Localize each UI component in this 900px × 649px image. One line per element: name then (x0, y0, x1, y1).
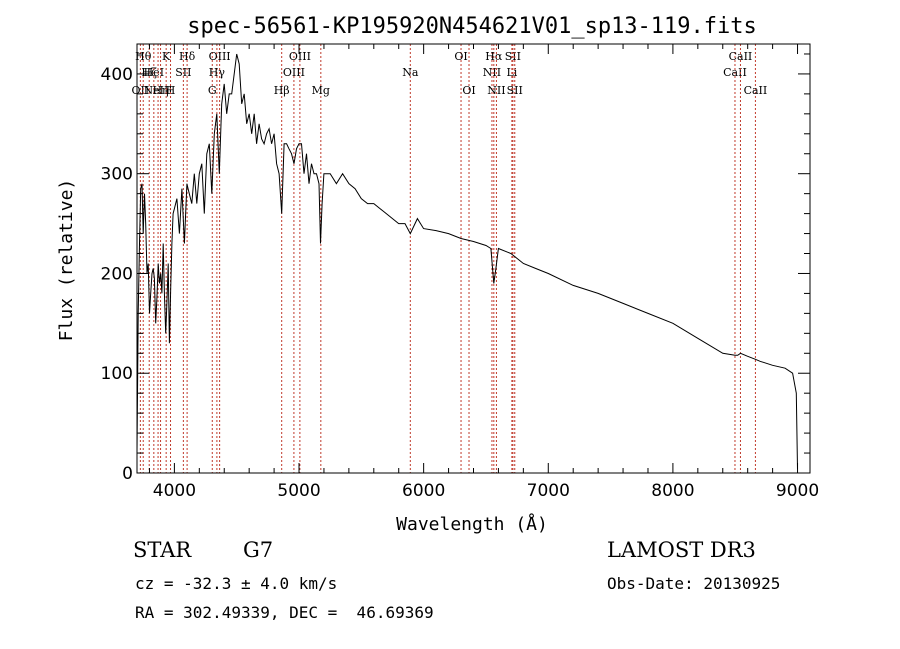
line-label-4: NeIII (143, 84, 172, 97)
line-label-6: K (162, 50, 171, 63)
line-label-24: SII (505, 50, 521, 63)
spectrum-series (136, 53, 798, 470)
plot-frame (136, 43, 811, 474)
line-label-0: OII (132, 84, 150, 97)
line-label-13: Hβ (274, 84, 290, 97)
line-label-8: SII (175, 66, 191, 79)
x-tick-label-5: 9000 (776, 481, 819, 501)
x-tick-label-0: 4000 (153, 481, 196, 501)
line-label-20: NII (483, 66, 501, 79)
line-label-9: Hδ (179, 50, 196, 63)
y-tick-label-0: 0 (122, 464, 133, 484)
object-subclass: G7 (243, 538, 274, 562)
object-class: STAR (133, 538, 192, 562)
line-label-12: OIII (209, 50, 231, 63)
line-label-10: G (208, 84, 217, 97)
line-label-19: OI (462, 84, 475, 97)
series-line-0 (136, 53, 798, 470)
y-tick-label-3: 300 (101, 165, 133, 185)
line-label-22: NII (487, 84, 505, 97)
x-axis-label: Wavelength (Å) (396, 513, 548, 535)
line-label-11: Hγ (209, 66, 226, 79)
line-label-5: Hη (152, 84, 168, 97)
line-label-23: Li (506, 66, 517, 79)
line-label-21: Hα (485, 50, 503, 63)
x-tick-label-4: 8000 (651, 481, 694, 501)
line-label-28: CaII (744, 84, 768, 97)
y-axis-label: Flux (relative) (56, 179, 77, 342)
y-tick-label-2: 200 (101, 264, 133, 284)
line-label-25: SII (507, 84, 523, 97)
line-label-15: OIII (289, 50, 311, 63)
y-tick-label-4: 400 (101, 65, 133, 85)
line-label-14: OIII (283, 66, 305, 79)
line-label-17: Na (402, 66, 419, 79)
line-label-3: HeI (144, 66, 164, 79)
line-label-27: CaII (729, 50, 753, 63)
chart-axes: 4000 5000 6000 7000 8000 9000 0 100 200 300 400 (101, 43, 819, 501)
line-label-2: Hζ (141, 66, 157, 79)
line-label-16: Mg (312, 84, 330, 97)
x-tick-label-3: 7000 (527, 481, 570, 501)
spectrum-chart: spec-56561-KP195920N454621V01_sp13-119.f… (56, 14, 819, 535)
survey-name: LAMOST DR3 (607, 538, 756, 562)
chart-title: spec-56561-KP195920N454621V01_sp13-119.f… (187, 14, 757, 39)
x-tick-label-2: 6000 (402, 481, 445, 501)
obs-date: Obs-Date: 20130925 (607, 574, 781, 593)
redshift-value: cz = -32.3 ± 4.0 km/s (135, 574, 338, 593)
y-tick-label-1: 100 (101, 364, 133, 384)
x-tick-label-1: 5000 (277, 481, 320, 501)
line-label-1: Hθ (135, 50, 152, 63)
line-label-26: CaII (723, 66, 747, 79)
coordinates: RA = 302.49339, DEC = 46.69369 (135, 603, 434, 622)
line-label-7: H (166, 84, 176, 97)
line-label-18: OI (454, 50, 467, 63)
